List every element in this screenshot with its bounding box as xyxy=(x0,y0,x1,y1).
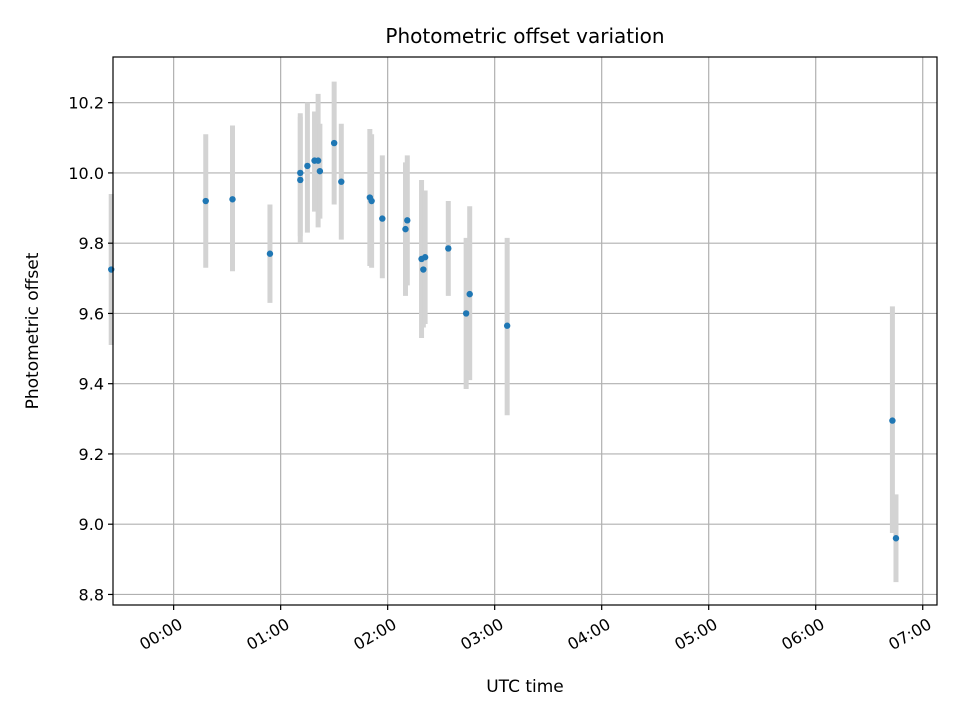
data-point xyxy=(338,178,345,185)
x-tick-label: 01:00 xyxy=(243,614,292,654)
data-point xyxy=(330,139,338,147)
data-point xyxy=(202,197,209,205)
data-point xyxy=(314,157,322,164)
data-points xyxy=(108,139,900,542)
x-tick-label: 00:00 xyxy=(136,614,185,654)
y-tick-label: 10.2 xyxy=(68,94,104,113)
chart-title: Photometric offset variation xyxy=(385,24,664,48)
data-point xyxy=(462,310,470,317)
grid-lines xyxy=(113,57,937,605)
plot-frame xyxy=(112,56,938,606)
data-point xyxy=(892,535,900,542)
x-axis-ticks: 00:00 01:00 02:00 03:00 04:00 05:00 06:00 07:00 xyxy=(136,605,935,654)
data-point xyxy=(503,322,511,329)
data-point xyxy=(316,167,324,175)
y-tick-label: 10.0 xyxy=(68,164,104,183)
x-axis-title: UTC time xyxy=(486,677,564,697)
data-point xyxy=(229,196,236,203)
y-tick-label: 8.8 xyxy=(79,585,104,604)
y-axis-title: Photometric offset xyxy=(23,252,43,409)
data-point xyxy=(420,266,427,273)
error-bars xyxy=(108,81,899,583)
data-point xyxy=(445,245,452,252)
y-tick-label: 9.0 xyxy=(79,515,104,534)
x-tick-label: 07:00 xyxy=(885,614,934,654)
data-point xyxy=(379,215,386,222)
data-point xyxy=(304,162,311,170)
data-point xyxy=(466,290,473,298)
y-tick-label: 9.4 xyxy=(79,375,104,394)
data-point xyxy=(889,417,896,424)
x-tick-label: 05:00 xyxy=(671,614,720,654)
data-point xyxy=(297,176,304,184)
data-point xyxy=(266,250,274,257)
y-tick-label: 9.8 xyxy=(79,234,104,253)
y-axis-ticks: 8.8 9.0 9.2 9.4 9.6 9.8 10.0 10.2 xyxy=(68,94,113,604)
x-tick-label: 02:00 xyxy=(350,614,399,654)
x-tick-label: 06:00 xyxy=(778,614,827,654)
x-tick-label: 03:00 xyxy=(457,614,506,654)
data-point xyxy=(402,225,409,233)
data-point xyxy=(404,217,411,224)
y-tick-label: 9.2 xyxy=(79,445,104,464)
data-point xyxy=(297,169,304,177)
y-tick-label: 9.6 xyxy=(79,304,104,323)
data-point xyxy=(368,197,375,205)
data-point xyxy=(421,254,429,261)
x-tick-label: 04:00 xyxy=(564,614,613,654)
